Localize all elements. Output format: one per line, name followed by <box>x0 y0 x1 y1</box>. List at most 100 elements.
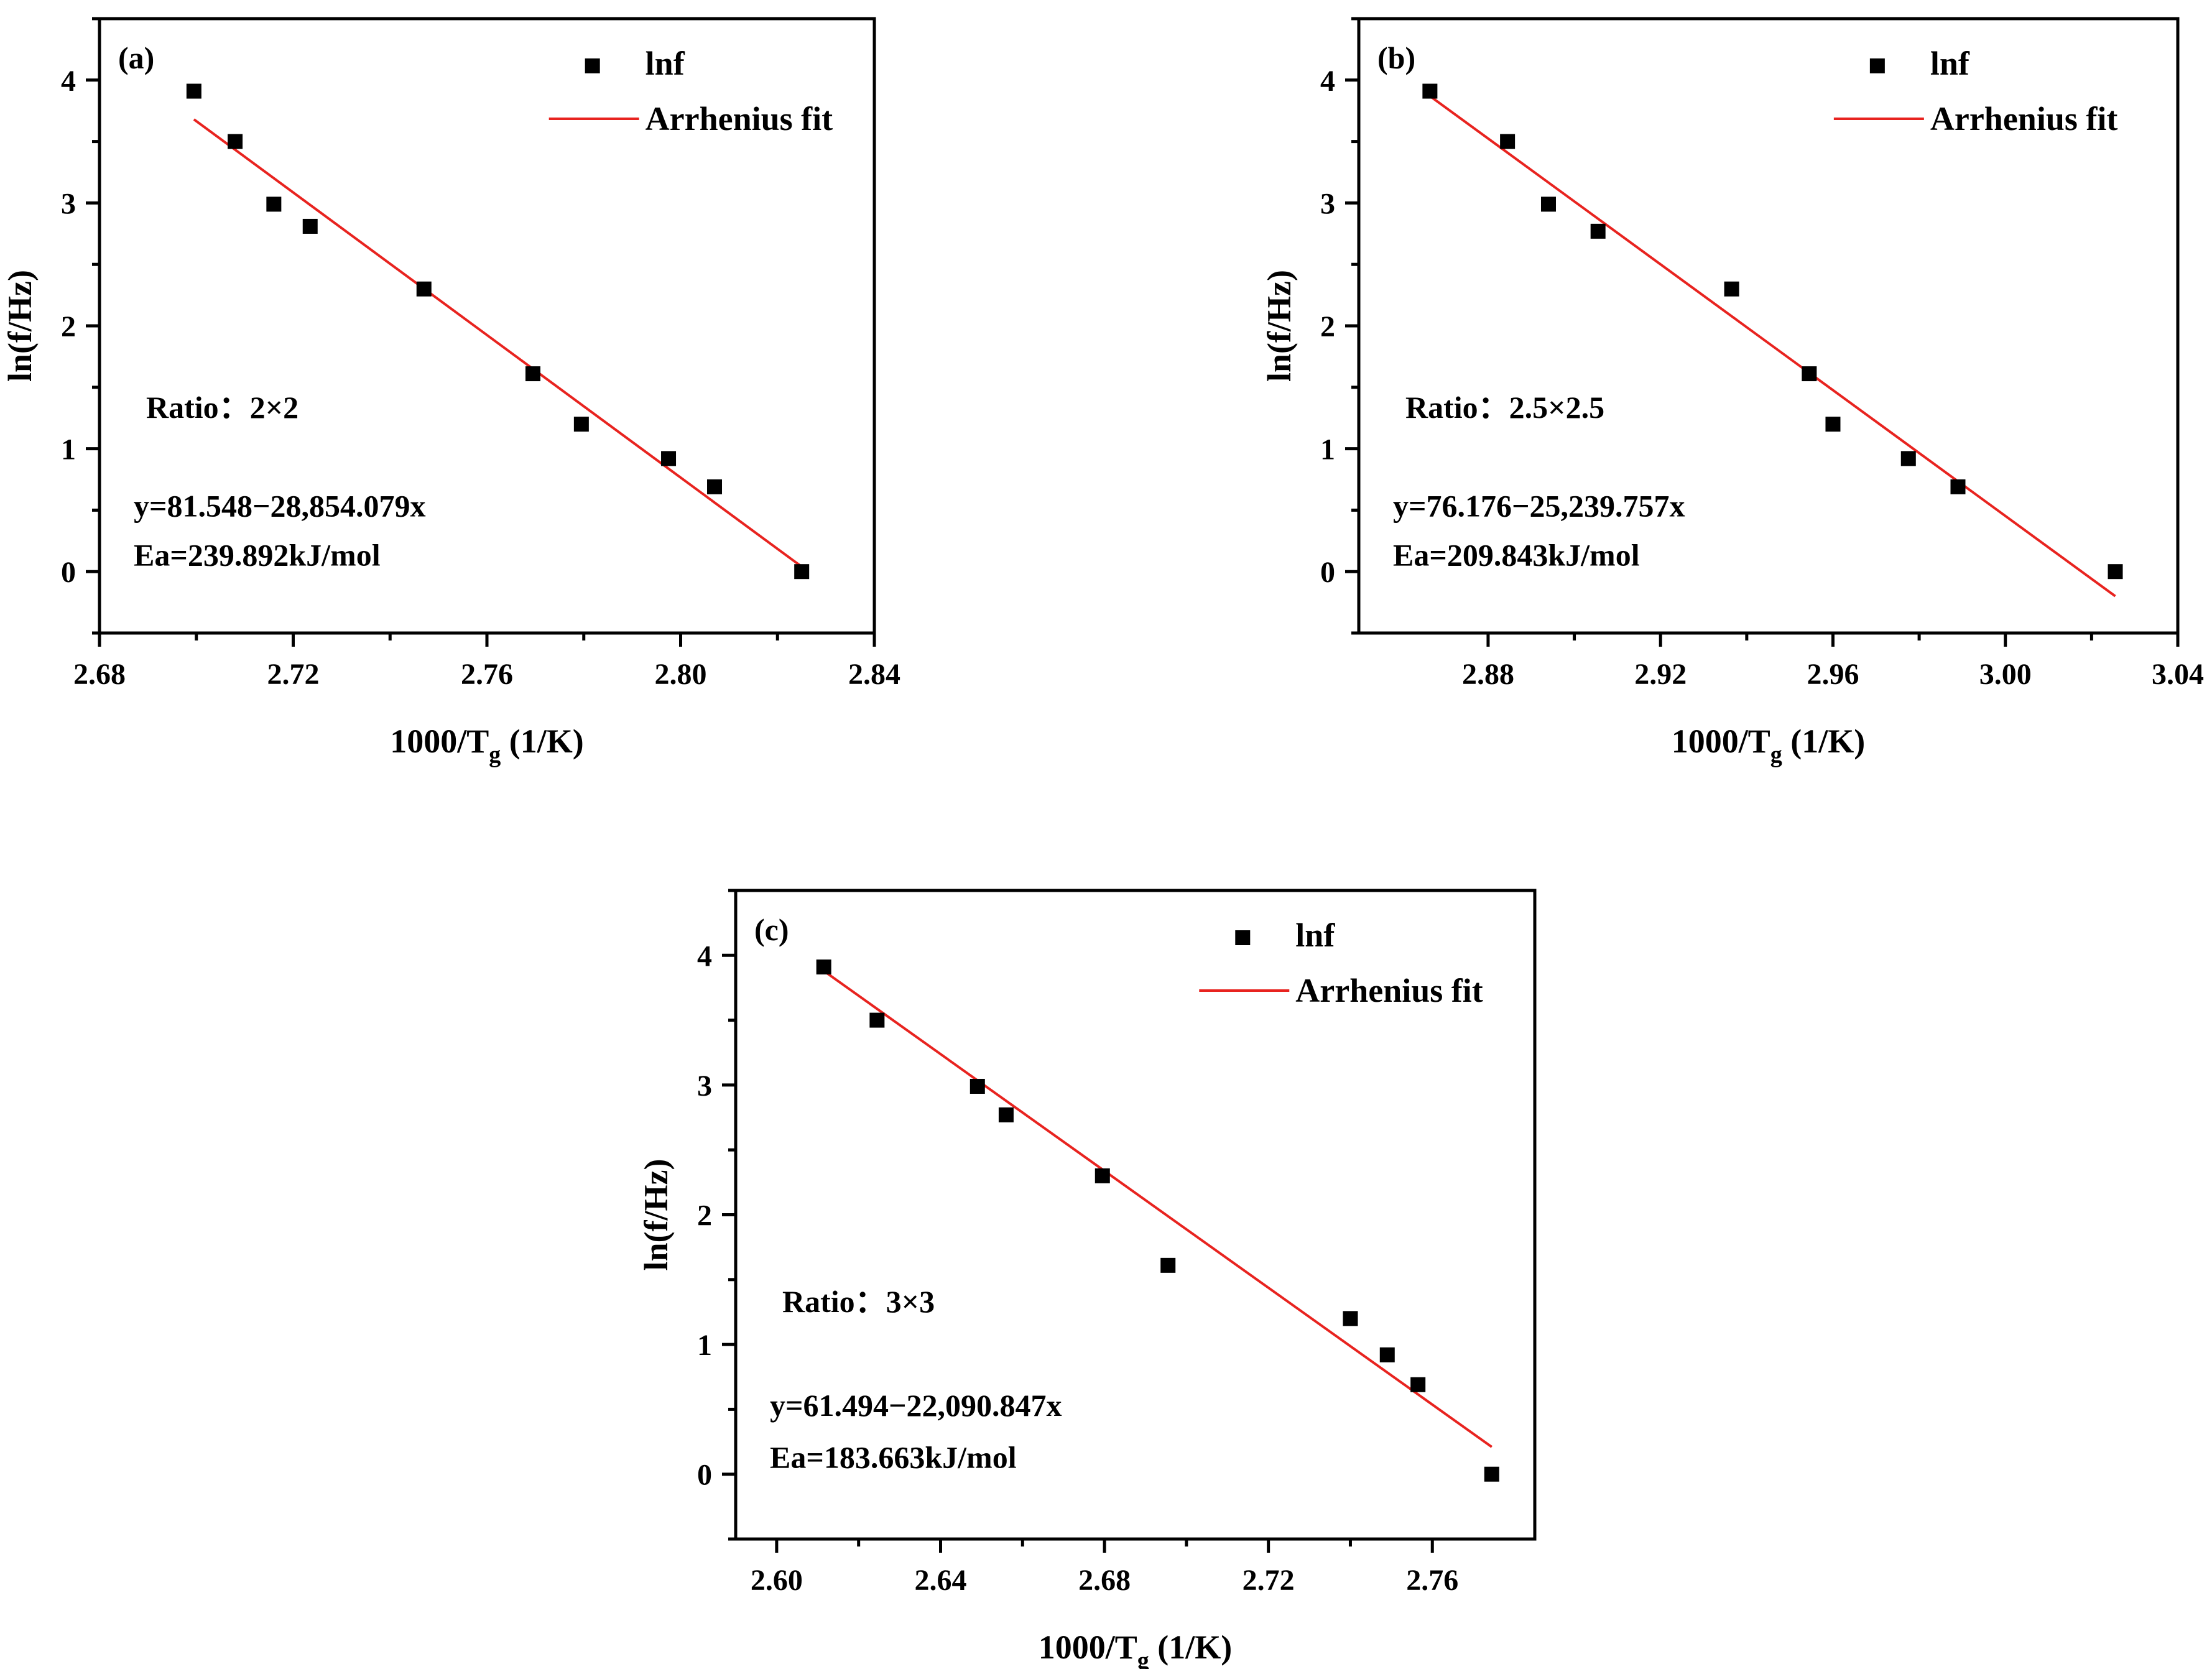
data-point <box>228 134 243 149</box>
data-point <box>1900 451 1916 466</box>
activation-energy-annotation: Ea=183.663kJ/mol <box>770 1440 1017 1474</box>
y-axis-title: ln(f/Hz) <box>1261 270 1298 382</box>
y-tick-label: 4 <box>697 940 712 973</box>
ratio-annotation: Ratio：2.5×2.5 <box>1405 390 1604 425</box>
x-axis-title-subscript: g <box>489 742 501 768</box>
x-tick-label: 2.68 <box>73 658 126 691</box>
x-tick-label: 2.72 <box>1243 1564 1295 1597</box>
x-tick-label: 2.72 <box>267 658 320 691</box>
data-point <box>266 196 282 212</box>
panel-label: (c) <box>754 912 789 947</box>
data-point <box>573 417 589 432</box>
data-point <box>1802 366 1817 382</box>
data-point <box>794 564 810 580</box>
y-tick-label: 0 <box>61 556 76 589</box>
panel-label: (a) <box>118 40 154 75</box>
y-tick-label: 3 <box>1320 187 1335 220</box>
y-tick-label: 4 <box>61 65 76 98</box>
data-point <box>1950 479 1966 494</box>
data-point <box>525 366 540 382</box>
equation-annotation: y=76.176−25,239.757x <box>1393 488 1685 523</box>
data-point <box>707 479 723 494</box>
x-axis-title-main: 1000/T <box>1039 1629 1137 1666</box>
data-point <box>1343 1311 1358 1326</box>
data-point <box>1590 223 1606 239</box>
fit-line <box>1429 95 2116 598</box>
x-axis-title: 1000/Tg (1/K) <box>390 723 584 768</box>
y-axis-title: ln(f/Hz) <box>1 270 39 382</box>
data-point <box>1724 281 1739 297</box>
legend-marker <box>1235 930 1251 945</box>
x-tick-label: 2.76 <box>461 658 513 691</box>
data-point <box>816 959 831 975</box>
legend-label-fit: Arrhenius fit <box>1930 100 2118 137</box>
x-tick-label: 3.04 <box>2152 658 2204 691</box>
x-axis-title: 1000/Tg (1/K) <box>1039 1629 1233 1669</box>
equation-annotation: y=61.494−22,090.847x <box>770 1388 1062 1423</box>
legend-marker <box>585 58 600 73</box>
data-point <box>1540 196 1556 212</box>
data-point <box>1422 83 1438 99</box>
x-tick-label: 2.96 <box>1807 658 1859 691</box>
x-tick-label: 2.64 <box>914 1564 966 1597</box>
ratio-annotation: Ratio：2×2 <box>146 390 298 425</box>
data-point <box>869 1012 885 1028</box>
x-axis-title-subscript: g <box>1770 742 1782 768</box>
fit-line <box>193 118 803 568</box>
panel-label: (b) <box>1377 40 1415 75</box>
x-tick-label: 2.92 <box>1634 658 1687 691</box>
x-axis-title-subscript: g <box>1137 1648 1149 1669</box>
data-point <box>186 83 201 99</box>
y-tick-label: 1 <box>697 1329 712 1362</box>
y-tick-label: 0 <box>1320 556 1335 589</box>
x-axis-title-unit: (1/K) <box>1149 1629 1232 1666</box>
data-point <box>2108 564 2123 580</box>
x-tick-label: 2.88 <box>1462 658 1514 691</box>
data-point <box>969 1078 985 1094</box>
data-point <box>1379 1347 1395 1362</box>
data-point <box>661 451 677 466</box>
legend-label-points: lnf <box>646 45 685 82</box>
activation-energy-annotation: Ea=209.843kJ/mol <box>1393 537 1640 572</box>
data-point <box>1160 1257 1176 1273</box>
x-axis-title-unit: (1/K) <box>1782 723 1865 760</box>
y-tick-label: 3 <box>697 1070 712 1103</box>
x-axis-title-unit: (1/K) <box>501 723 583 760</box>
equation-annotation: y=81.548−28,854.079x <box>134 488 425 523</box>
legend-marker <box>1869 58 1885 73</box>
y-tick-label: 2 <box>1320 310 1335 343</box>
legend-label-points: lnf <box>1295 917 1335 954</box>
y-tick-label: 3 <box>61 187 76 220</box>
data-point <box>1410 1377 1426 1392</box>
y-tick-label: 4 <box>1320 65 1335 98</box>
x-axis-title: 1000/Tg (1/K) <box>1672 723 1866 768</box>
chart-panel-b: 2.88 2.92 2.96 3.00 3.04 0 1 2 3 4 1000/Tg (1/K) ln… <box>1261 17 2204 768</box>
data-point <box>998 1107 1014 1122</box>
x-axis-title-main: 1000/T <box>1672 723 1770 760</box>
x-axis-title-main: 1000/T <box>390 723 489 760</box>
data-point <box>1500 134 1516 149</box>
y-tick-label: 2 <box>61 310 76 343</box>
data-point <box>1825 417 1841 432</box>
x-tick-label: 3.00 <box>1979 658 2032 691</box>
ratio-annotation: Ratio：3×3 <box>782 1284 935 1319</box>
y-tick-label: 0 <box>697 1459 712 1492</box>
y-tick-label: 1 <box>1320 433 1335 466</box>
x-tick-label: 2.60 <box>751 1564 803 1597</box>
chart-panel-c: 2.60 2.64 2.68 2.72 2.76 0 1 2 3 4 1000/Tg (1/K) ln… <box>637 889 1537 1669</box>
x-tick-label: 2.80 <box>655 658 707 691</box>
data-point <box>416 281 432 297</box>
legend-label-points: lnf <box>1930 45 1970 82</box>
legend-label-fit: Arrhenius fit <box>1295 972 1483 1009</box>
x-tick-label: 2.68 <box>1078 1564 1131 1597</box>
data-point <box>1484 1466 1499 1482</box>
y-tick-label: 2 <box>697 1200 712 1232</box>
fit-line <box>823 969 1492 1448</box>
data-point <box>1094 1168 1110 1183</box>
x-tick-label: 2.76 <box>1406 1564 1458 1597</box>
chart-panel-a: 2.68 2.72 2.76 2.80 2.84 0 1 2 3 4 1000/Tg (1/K) ln… <box>1 17 900 768</box>
y-axis-title: ln(f/Hz) <box>637 1159 675 1271</box>
data-point <box>302 218 318 234</box>
legend-label-fit: Arrhenius fit <box>646 100 833 137</box>
